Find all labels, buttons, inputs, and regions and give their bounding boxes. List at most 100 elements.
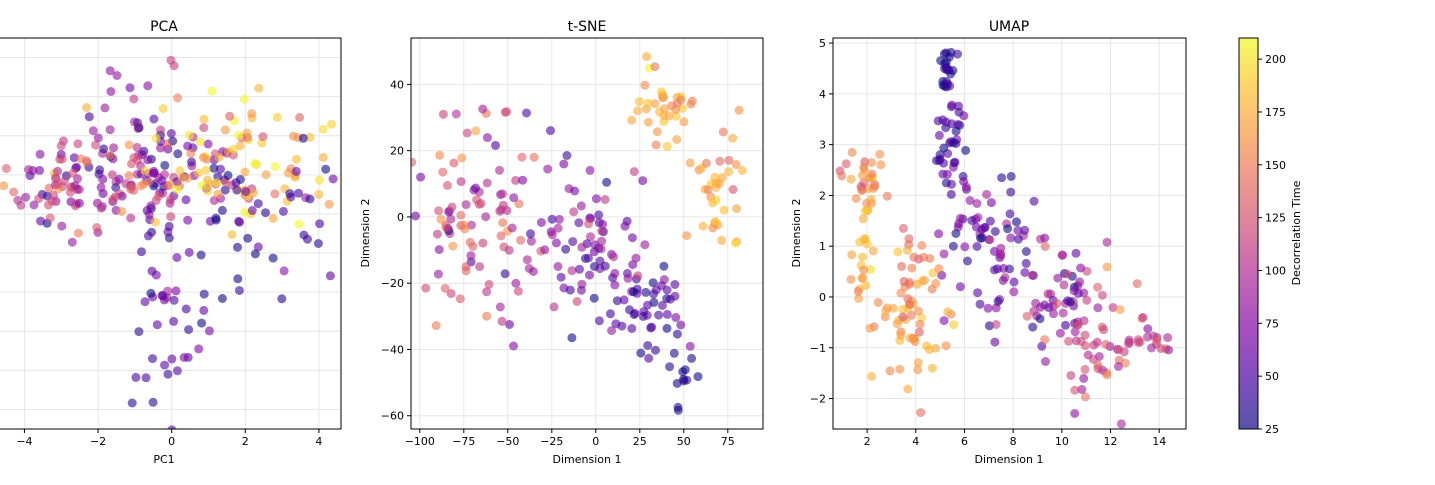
- scatter-point: [67, 237, 77, 247]
- scatter-point: [84, 112, 94, 122]
- scatter-point: [315, 219, 325, 229]
- tsne-yticks: −60 −40 −20 0 20 40: [381, 78, 411, 423]
- scatter-point: [1120, 358, 1130, 368]
- scatter-point: [518, 175, 528, 185]
- scatter-point: [954, 107, 964, 117]
- scatter-point: [907, 263, 917, 273]
- scatter-point: [143, 231, 153, 241]
- scatter-point: [562, 151, 572, 160]
- scatter-point: [165, 198, 175, 208]
- scatter-point: [516, 235, 526, 245]
- scatter-point: [34, 194, 44, 204]
- scatter-point: [446, 214, 456, 224]
- scatter-point: [892, 319, 902, 329]
- scatter-point: [451, 109, 461, 119]
- scatter-point: [1156, 344, 1166, 353]
- scatter-point: [166, 212, 176, 222]
- scatter-point: [1053, 273, 1063, 283]
- scatter-point: [434, 245, 444, 255]
- scatter-point: [853, 286, 863, 296]
- scatter-point: [110, 192, 120, 202]
- scatter-point: [129, 94, 139, 104]
- scatter-point: [945, 52, 954, 62]
- scatter-point: [549, 302, 559, 312]
- scatter-point: [411, 157, 417, 167]
- scatter-point: [152, 320, 162, 330]
- scatter-point: [596, 244, 606, 254]
- scatter-point: [314, 189, 324, 199]
- scatter-point: [927, 363, 937, 373]
- scatter-point: [920, 275, 929, 285]
- scatter-point: [268, 253, 278, 263]
- scatter-point: [93, 133, 103, 143]
- scatter-point: [943, 307, 953, 317]
- scatter-point: [197, 318, 207, 328]
- scatter-point: [187, 157, 196, 167]
- scatter-point: [983, 303, 993, 313]
- scatter-point: [456, 210, 466, 220]
- scatter-point: [641, 287, 651, 297]
- scatter-point: [472, 195, 482, 205]
- scatter-point: [565, 285, 575, 295]
- scatter-point: [65, 187, 75, 197]
- scatter-point: [992, 264, 1002, 274]
- y-tick-label: −1: [810, 342, 826, 355]
- scatter-point: [576, 285, 586, 295]
- scatter-point: [1063, 296, 1073, 306]
- scatter-point: [1021, 258, 1031, 268]
- scatter-point: [179, 353, 189, 362]
- scatter-point: [657, 300, 667, 310]
- scatter-point: [866, 264, 876, 274]
- colorbar-gradient: [1239, 38, 1258, 429]
- scatter-point: [131, 372, 141, 382]
- scatter-point: [126, 184, 136, 194]
- x-tick-label: −75: [452, 435, 475, 448]
- scatter-point: [1041, 357, 1050, 366]
- tsne-points: [411, 52, 747, 415]
- scatter-point: [325, 271, 335, 281]
- scatter-point: [1113, 362, 1123, 371]
- scatter-point: [913, 365, 923, 375]
- scatter-point: [35, 165, 45, 175]
- x-tick-label: 14: [1152, 435, 1166, 448]
- scatter-point: [240, 167, 250, 177]
- scatter-point: [1059, 280, 1069, 290]
- scatter-point: [939, 249, 949, 259]
- scatter-point: [164, 221, 174, 231]
- scatter-point: [456, 177, 466, 187]
- scatter-point: [517, 152, 527, 162]
- scatter-point: [421, 283, 431, 293]
- scatter-point: [140, 166, 150, 176]
- scatter-point: [261, 170, 271, 180]
- x-tick-label: 75: [721, 435, 735, 448]
- scatter-point: [984, 321, 994, 331]
- scatter-point: [610, 268, 620, 278]
- pca-panel: PCA −4 −2 0 2 4 PC1: [0, 19, 342, 466]
- scatter-point: [143, 81, 153, 91]
- scatter-point: [57, 221, 67, 231]
- scatter-point: [1062, 269, 1072, 279]
- scatter-point: [1124, 339, 1133, 349]
- scatter-point: [201, 165, 211, 175]
- scatter-point: [846, 274, 856, 284]
- scatter-point: [482, 311, 492, 321]
- scatter-point: [1164, 345, 1174, 355]
- scatter-point: [217, 294, 227, 303]
- scatter-point: [559, 159, 569, 169]
- scatter-point: [589, 247, 599, 257]
- scatter-point: [629, 167, 639, 177]
- scatter-point: [204, 326, 214, 336]
- scatter-point: [495, 165, 504, 175]
- scatter-point: [634, 97, 644, 107]
- scatter-point: [438, 109, 448, 119]
- scatter-point: [620, 221, 630, 231]
- tsne-xlabel: Dimension 1: [553, 453, 622, 466]
- scatter-point: [484, 279, 494, 289]
- tsne-ylabel: Dimension 2: [359, 199, 372, 268]
- scatter-point: [847, 147, 857, 157]
- scatter-point: [718, 127, 728, 137]
- scatter-point: [318, 124, 328, 134]
- scatter-point: [1099, 325, 1109, 335]
- scatter-point: [198, 153, 208, 162]
- scatter-point: [1013, 234, 1023, 244]
